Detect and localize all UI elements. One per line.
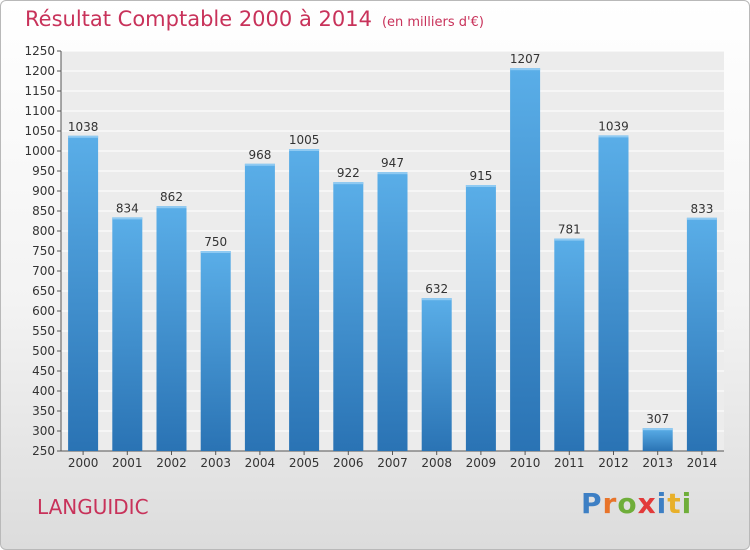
data-label: 915: [469, 169, 492, 183]
data-label: 632: [425, 282, 448, 296]
y-tick-label: 700: [32, 264, 55, 278]
bar: [686, 217, 717, 451]
logo-letter: i: [681, 487, 693, 520]
bar-top-highlight: [200, 251, 231, 253]
logo-letter: o: [617, 487, 638, 520]
bar-top-highlight: [510, 68, 541, 71]
data-label: 1038: [68, 120, 99, 134]
logo-letter: i: [656, 487, 668, 520]
bar-top-highlight: [112, 217, 143, 220]
bar-top-highlight: [465, 185, 496, 187]
y-tick-label: 1200: [24, 64, 55, 78]
title-text: Résultat Comptable 2000 à 2014: [25, 7, 372, 31]
data-label: 307: [646, 412, 669, 426]
x-tick-label: 2013: [642, 456, 673, 470]
y-tick-label: 350: [32, 404, 55, 418]
y-tick-label: 1000: [24, 144, 55, 158]
y-tick-label: 400: [32, 384, 55, 398]
bar-top-highlight: [156, 206, 187, 209]
bar-top-highlight: [333, 182, 364, 185]
data-label: 834: [116, 201, 139, 215]
logo-letter: r: [602, 487, 618, 520]
proxiti-logo[interactable]: Proxiti: [581, 487, 692, 520]
bar-top-highlight: [421, 298, 452, 301]
y-tick-label: 750: [32, 244, 55, 258]
x-tick-label: 2012: [598, 456, 629, 470]
bar: [156, 206, 187, 451]
bar: [112, 217, 143, 451]
y-tick-label: 1150: [24, 84, 55, 98]
logo-letter: P: [581, 487, 603, 520]
y-tick-label: 800: [32, 224, 55, 238]
x-tick-label: 2005: [289, 456, 320, 470]
data-label: 922: [337, 166, 360, 180]
data-label: 781: [558, 223, 581, 237]
bar: [377, 172, 408, 451]
logo-letter: t: [667, 487, 682, 520]
data-label: 750: [204, 235, 227, 249]
bar-top-highlight: [554, 238, 585, 241]
y-tick-label: 1100: [24, 104, 55, 118]
bar-top-highlight: [377, 172, 408, 175]
x-tick-label: 2001: [112, 456, 143, 470]
data-label: 947: [381, 156, 404, 170]
bar: [598, 135, 629, 451]
bar-top-highlight: [68, 135, 99, 138]
bar: [642, 428, 673, 451]
x-tick-label: 2007: [377, 456, 408, 470]
y-tick-label: 300: [32, 424, 55, 438]
data-label: 968: [248, 148, 271, 162]
logo-letter: x: [637, 487, 657, 520]
bar: [421, 298, 452, 451]
chart-title: Résultat Comptable 2000 à 2014 (en millie…: [25, 7, 484, 31]
bar: [68, 135, 99, 452]
x-tick-label: 2011: [554, 456, 585, 470]
bar: [554, 238, 585, 451]
bar-top-highlight: [642, 428, 673, 431]
bar-top-highlight: [598, 135, 629, 138]
bar: [289, 149, 320, 451]
bar: [200, 251, 231, 451]
y-tick-label: 600: [32, 304, 55, 318]
x-tick-label: 2006: [333, 456, 364, 470]
y-tick-label: 950: [32, 164, 55, 178]
y-tick-label: 1250: [24, 44, 55, 58]
y-tick-label: 650: [32, 284, 55, 298]
x-tick-label: 2002: [156, 456, 187, 470]
y-tick-label: 900: [32, 184, 55, 198]
data-label: 862: [160, 190, 183, 204]
data-label: 1039: [598, 119, 629, 133]
y-tick-label: 450: [32, 364, 55, 378]
bar: [333, 182, 364, 451]
title-unit: (en milliers d'€): [381, 15, 484, 30]
bar-top-highlight: [289, 149, 320, 151]
data-label: 1207: [510, 52, 541, 66]
y-tick-label: 1050: [24, 124, 55, 138]
bar: [510, 68, 541, 451]
x-tick-label: 2010: [510, 456, 541, 470]
data-label: 1005: [289, 133, 320, 147]
x-tick-label: 2014: [687, 456, 718, 470]
commune-name: LANGUIDIC: [37, 495, 149, 519]
x-tick-label: 2003: [200, 456, 231, 470]
data-label: 833: [690, 202, 713, 216]
x-tick-label: 2008: [421, 456, 452, 470]
x-tick-label: 2009: [466, 456, 497, 470]
bar: [465, 185, 496, 451]
y-tick-label: 850: [32, 204, 55, 218]
bar: [244, 163, 275, 452]
y-tick-label: 550: [32, 324, 55, 338]
x-tick-label: 2000: [68, 456, 99, 470]
bar-top-highlight: [244, 163, 275, 166]
y-tick-label: 250: [32, 444, 55, 458]
bar-top-highlight: [686, 217, 717, 220]
x-tick-label: 2004: [245, 456, 276, 470]
y-tick-label: 500: [32, 344, 55, 358]
